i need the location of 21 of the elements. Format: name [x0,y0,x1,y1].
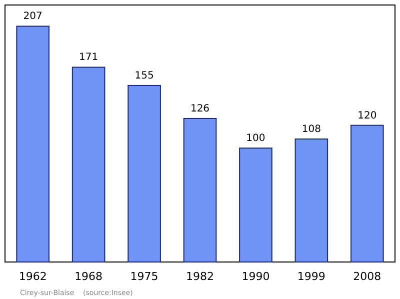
bar [128,84,161,262]
x-tick-label: 1990 [242,270,270,283]
data-label: 171 [79,52,98,64]
x-tick-label: 1968 [74,270,103,283]
bar [350,124,384,262]
bar [183,118,217,262]
x-tick-label: 1962 [18,270,47,283]
data-label: 120 [358,110,377,122]
x-tick-label: 2008 [353,270,382,283]
x-tick-label: 1982 [186,270,214,283]
bar [72,66,106,262]
x-tick-label: 1975 [130,270,158,283]
data-label: 126 [190,103,210,114]
data-label: 108 [302,124,321,135]
data-label: 100 [246,133,266,144]
data-label: 207 [23,11,42,22]
data-label: 155 [134,70,154,82]
x-tick-label: 1999 [297,270,326,283]
bar [239,148,272,262]
bar [294,138,328,262]
bar [16,26,50,262]
